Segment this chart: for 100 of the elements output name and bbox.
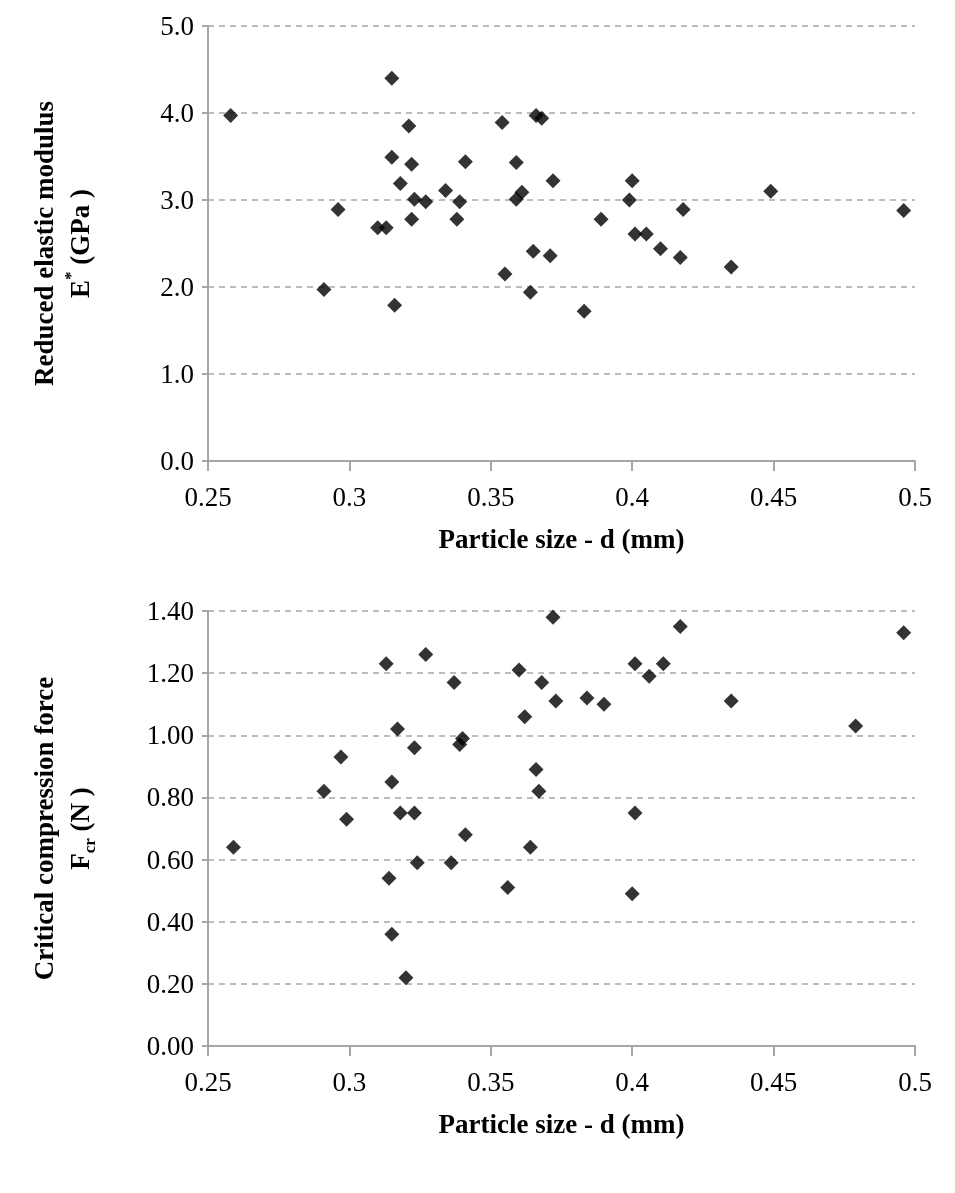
point	[418, 194, 434, 210]
point	[401, 118, 417, 134]
point	[531, 783, 547, 799]
point	[763, 183, 779, 199]
point	[511, 662, 527, 678]
x-tick-label: 0.5	[898, 481, 932, 512]
y-tick-label: 1.0	[160, 359, 194, 389]
y-tick-label: 3.0	[160, 185, 194, 215]
y-tick-label: 2.0	[160, 272, 194, 302]
point	[392, 805, 408, 821]
point	[392, 175, 408, 191]
point	[384, 70, 400, 86]
point	[387, 297, 403, 313]
point	[406, 805, 422, 821]
point	[896, 202, 912, 218]
point	[225, 839, 241, 855]
y-tick-label: 0.80	[146, 782, 194, 813]
point	[316, 783, 332, 799]
point	[545, 173, 561, 189]
point	[497, 266, 513, 282]
point	[723, 259, 739, 275]
point	[409, 855, 425, 871]
x-tick-label: 0.45	[749, 1066, 798, 1097]
point	[641, 668, 657, 684]
point	[548, 693, 564, 709]
y-tick-label: 1.00	[146, 720, 194, 751]
point	[389, 721, 405, 737]
x-axis-title: Particle size - d (mm)	[438, 1108, 685, 1139]
x-tick-label: 0.5	[898, 1066, 932, 1097]
x-tick-label: 0.4	[615, 1066, 650, 1097]
y-tick-label: 0.00	[146, 1031, 194, 1061]
point	[593, 211, 609, 227]
point	[384, 149, 400, 165]
point	[534, 674, 550, 690]
x-tick-label: 0.35	[467, 1066, 515, 1097]
point	[404, 211, 420, 227]
x-tick-label: 0.35	[467, 481, 515, 512]
point	[534, 110, 550, 126]
point	[378, 656, 394, 672]
point	[494, 115, 510, 131]
y-tick-label: 0.60	[146, 844, 194, 875]
point	[525, 243, 541, 259]
point	[627, 656, 643, 672]
point	[576, 303, 592, 319]
point	[455, 730, 471, 746]
point	[316, 282, 332, 298]
point	[522, 839, 538, 855]
point	[621, 192, 637, 208]
point	[672, 619, 688, 635]
point	[508, 191, 524, 207]
point	[384, 774, 400, 790]
point	[381, 870, 397, 886]
point	[500, 880, 516, 896]
x-tick-label: 0.25	[184, 481, 232, 512]
point	[638, 226, 654, 242]
point	[457, 827, 473, 843]
point	[384, 926, 400, 942]
y-tick-label: 0.0	[160, 446, 194, 476]
y-tick-label: 4.0	[160, 98, 194, 128]
point	[418, 647, 434, 662]
point	[508, 155, 524, 171]
point	[896, 625, 912, 641]
point	[446, 674, 462, 690]
point	[339, 811, 355, 827]
point	[672, 249, 688, 265]
point	[406, 740, 422, 756]
x-tick-label: 0.3	[332, 481, 367, 512]
point	[438, 182, 454, 198]
x-axis-title: Particle size - d (mm)	[438, 523, 685, 554]
point	[333, 749, 349, 765]
point	[624, 886, 640, 902]
point	[848, 718, 864, 734]
y-tick-label: 1.40	[146, 596, 194, 626]
point	[652, 241, 668, 257]
point	[378, 220, 394, 236]
point	[398, 970, 414, 986]
x-tick-label: 0.3	[332, 1066, 367, 1097]
point	[452, 194, 468, 210]
point	[627, 226, 643, 242]
point	[522, 284, 538, 300]
point	[404, 156, 420, 172]
point	[675, 202, 691, 218]
point	[542, 248, 558, 264]
y-tick-label: 5.0	[160, 11, 194, 41]
point	[624, 173, 640, 189]
point	[330, 202, 346, 218]
point	[449, 211, 465, 227]
point	[545, 609, 561, 625]
point	[596, 696, 612, 712]
x-tick-label: 0.4	[615, 481, 650, 512]
point	[655, 656, 671, 672]
point	[579, 690, 595, 706]
x-tick-label: 0.45	[749, 481, 798, 512]
point	[223, 108, 239, 124]
point	[627, 805, 643, 821]
point	[443, 855, 459, 871]
point	[723, 693, 739, 709]
y-tick-label: 0.20	[146, 968, 194, 999]
point	[457, 154, 473, 170]
y-tick-label: 0.40	[146, 906, 194, 937]
